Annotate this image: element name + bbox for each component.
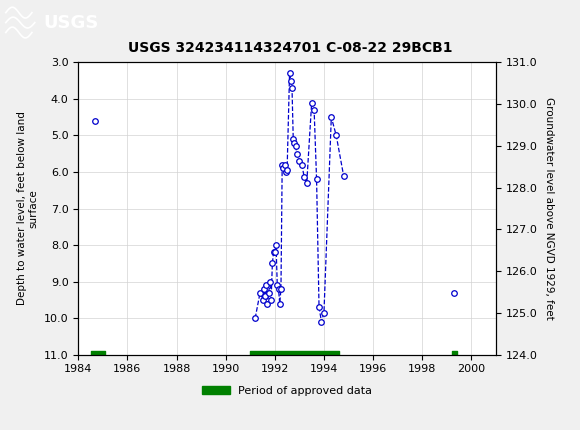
Text: USGS 324234114324701 C-08-22 29BCB1: USGS 324234114324701 C-08-22 29BCB1 [128, 41, 452, 55]
Y-axis label: Groundwater level above NGVD 1929, feet: Groundwater level above NGVD 1929, feet [544, 97, 554, 320]
Text: USGS: USGS [44, 14, 99, 31]
Y-axis label: Depth to water level, feet below land
surface: Depth to water level, feet below land su… [17, 112, 38, 305]
Legend: Period of approved data: Period of approved data [197, 381, 377, 400]
